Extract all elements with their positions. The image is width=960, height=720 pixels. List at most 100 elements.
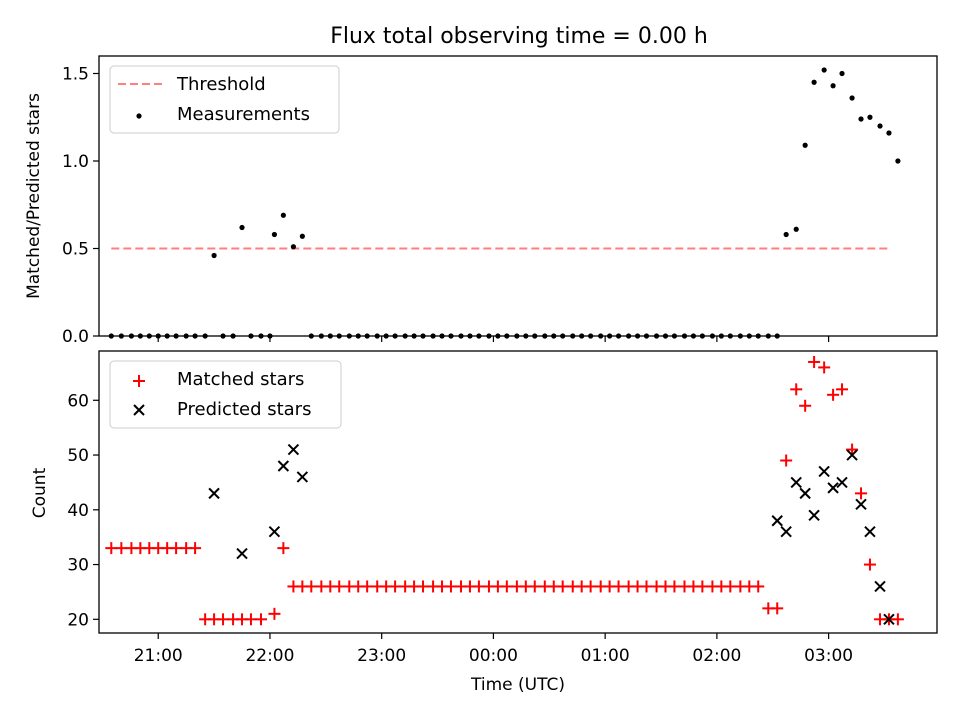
matched-star-point xyxy=(855,487,868,500)
predicted-star-point xyxy=(780,525,792,538)
bottom-plot-marks xyxy=(105,355,904,626)
bottom-y-tick-label: 50 xyxy=(67,446,89,466)
bottom-legend-box xyxy=(109,360,342,429)
matched-star-point xyxy=(668,580,681,593)
top-y-tick-label: 0.0 xyxy=(62,327,89,347)
bottom-y-tick-label: 60 xyxy=(67,391,89,411)
measurement-point xyxy=(830,83,836,89)
measurement-point xyxy=(280,212,286,218)
top-legend-box xyxy=(109,65,340,134)
predicted-star-point xyxy=(799,487,811,500)
predicted-star-point xyxy=(268,525,281,538)
matched-star-point xyxy=(217,613,230,626)
matched-star-point xyxy=(818,361,831,374)
x-axis-label: Time (UTC) xyxy=(470,675,565,695)
matched-star-point xyxy=(305,580,318,593)
matched-star-point xyxy=(444,580,457,593)
bottom-x-tick-label: 22:00 xyxy=(245,646,294,666)
matched-star-point xyxy=(556,580,569,593)
bottom-plot-frame xyxy=(98,350,938,634)
matched-star-point xyxy=(105,542,118,555)
top-legend: Threshold Measurements xyxy=(109,65,340,134)
measurement-point xyxy=(239,224,245,231)
matched-star-point xyxy=(790,383,803,396)
predicted-star-point xyxy=(864,525,876,538)
matched-star-point xyxy=(277,542,290,555)
bottom-x-tick-label: 02:00 xyxy=(692,646,741,666)
measurement-point xyxy=(290,244,297,250)
top-panel: 0.0 0.5 1.0 1.5 Matched/Predicted stars Thr… xyxy=(24,55,938,347)
matched-star-point xyxy=(255,613,268,626)
matched-star-point xyxy=(528,580,541,593)
matched-star-point xyxy=(891,613,904,626)
measurement-point xyxy=(793,226,799,232)
matched-star-point xyxy=(752,580,765,593)
predicted-star-point xyxy=(855,498,867,511)
matched-star-point xyxy=(500,580,513,593)
top-y-tick-label: 1.5 xyxy=(62,65,89,85)
measurements-legend-label: Measurements xyxy=(177,104,310,125)
top-y-tick-label: 1.0 xyxy=(62,152,89,172)
matched-legend-label: Matched stars xyxy=(177,369,304,390)
top-y-tick-label: 0.5 xyxy=(62,240,89,260)
predicted-star-point xyxy=(287,443,300,456)
matched-star-point xyxy=(640,580,653,593)
top-plot-frame xyxy=(98,55,938,337)
predicted-legend-swatch xyxy=(133,404,145,416)
matched-star-point xyxy=(696,580,709,593)
matched-star-point xyxy=(189,542,202,555)
predicted-star-point xyxy=(296,471,309,483)
measurement-point xyxy=(867,114,873,120)
bottom-x-tick-label: 01:00 xyxy=(581,646,630,666)
predicted-star-point xyxy=(827,482,839,494)
predicted-star-point xyxy=(883,613,895,626)
matched-star-point xyxy=(799,399,812,412)
measurement-point xyxy=(802,142,808,148)
bottom-axes: 20 30 40 50 60 21:00 22:00 23:00 00:00 01:00 02:00… xyxy=(67,391,853,666)
predicted-star-point xyxy=(808,509,820,521)
measurement-point xyxy=(886,130,892,136)
bottom-x-tick-label: 03:00 xyxy=(804,646,853,666)
predicted-star-point xyxy=(846,449,858,461)
matched-star-point xyxy=(863,558,876,571)
measurement-point xyxy=(877,123,883,129)
figure-title: Flux total observing time = 0.00 h xyxy=(330,24,708,49)
matched-star-point xyxy=(417,580,430,593)
predicted-star-point xyxy=(874,580,886,593)
bottom-y-tick-label: 40 xyxy=(67,501,89,521)
matched-star-point xyxy=(333,580,346,593)
top-y-axis-label: Matched/Predicted stars xyxy=(24,93,44,299)
matched-star-point xyxy=(244,613,257,626)
matched-legend-swatch xyxy=(133,375,145,387)
predicted-star-point xyxy=(771,515,783,527)
predicted-legend-label: Predicted stars xyxy=(177,399,311,420)
bottom-x-tick-label: 23:00 xyxy=(357,646,406,666)
bottom-panel: 20 30 40 50 60 21:00 22:00 23:00 00:00 01:00 02:00… xyxy=(30,350,938,695)
predicted-star-point xyxy=(277,460,290,472)
predicted-star-point xyxy=(236,547,248,560)
bottom-y-tick-label: 20 xyxy=(67,610,89,630)
measurement-point xyxy=(271,231,278,238)
matched-star-point xyxy=(827,388,840,401)
measurement-point xyxy=(783,231,789,238)
bottom-x-tick-label: 21:00 xyxy=(134,646,183,666)
matched-star-point xyxy=(472,580,485,593)
top-plot-marks xyxy=(108,67,901,339)
measurement-point xyxy=(811,79,817,85)
matched-star-point xyxy=(389,580,402,593)
matched-star-point xyxy=(612,580,625,593)
measurement-point xyxy=(895,158,901,164)
matched-star-point xyxy=(268,607,281,620)
measurement-point xyxy=(849,95,855,101)
measurement-point xyxy=(211,252,217,259)
measurement-point xyxy=(858,116,864,122)
matched-star-point xyxy=(780,454,793,467)
matched-star-point xyxy=(724,580,737,593)
matched-star-point xyxy=(808,355,821,368)
measurement-point xyxy=(821,67,827,73)
matched-star-point xyxy=(771,602,784,615)
matched-star-point xyxy=(584,580,597,593)
bottom-y-tick-label: 30 xyxy=(67,556,89,576)
matched-star-point xyxy=(846,443,859,456)
